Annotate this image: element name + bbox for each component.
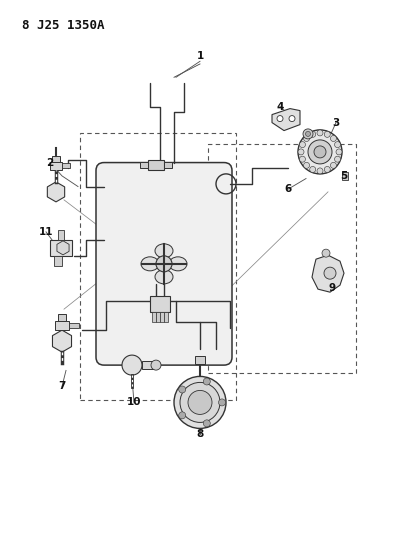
- Polygon shape: [272, 109, 300, 131]
- Circle shape: [317, 168, 323, 174]
- Circle shape: [334, 142, 340, 148]
- Text: 10: 10: [127, 398, 141, 407]
- FancyBboxPatch shape: [96, 163, 232, 365]
- Text: 6: 6: [284, 184, 292, 194]
- Circle shape: [300, 142, 306, 148]
- Bar: [52, 156, 60, 162]
- Circle shape: [203, 420, 210, 427]
- Circle shape: [289, 116, 295, 122]
- Circle shape: [298, 149, 304, 155]
- Circle shape: [188, 390, 212, 415]
- Circle shape: [330, 135, 336, 141]
- Circle shape: [277, 116, 283, 122]
- Text: 5: 5: [340, 171, 348, 181]
- Text: 7: 7: [58, 382, 66, 391]
- Bar: [62, 163, 70, 168]
- Circle shape: [334, 156, 340, 162]
- Circle shape: [179, 386, 186, 393]
- Bar: [69, 323, 79, 328]
- Bar: [58, 314, 66, 321]
- Bar: [208, 144, 356, 373]
- Ellipse shape: [155, 244, 173, 258]
- Text: 2: 2: [46, 158, 54, 167]
- Text: 8 J25 1350A: 8 J25 1350A: [22, 19, 104, 31]
- Circle shape: [330, 163, 336, 168]
- Circle shape: [306, 132, 310, 136]
- Circle shape: [304, 163, 310, 168]
- Circle shape: [324, 131, 330, 138]
- Bar: [160, 312, 164, 322]
- Bar: [152, 312, 156, 322]
- Circle shape: [174, 376, 226, 429]
- Text: 11: 11: [39, 227, 53, 237]
- Text: 4: 4: [276, 102, 284, 111]
- Text: 3: 3: [332, 118, 340, 127]
- Circle shape: [322, 249, 330, 257]
- Circle shape: [180, 382, 220, 423]
- Circle shape: [324, 267, 336, 279]
- Circle shape: [317, 130, 323, 136]
- Polygon shape: [312, 255, 344, 292]
- Bar: [50, 162, 62, 170]
- Circle shape: [310, 131, 316, 138]
- Circle shape: [304, 135, 310, 141]
- Circle shape: [156, 256, 172, 272]
- Bar: [142, 361, 156, 369]
- Circle shape: [336, 149, 342, 155]
- Bar: [58, 230, 64, 240]
- Text: 9: 9: [328, 283, 336, 293]
- Bar: [148, 160, 164, 170]
- Circle shape: [179, 412, 186, 419]
- Bar: [195, 357, 205, 365]
- Bar: [342, 172, 348, 180]
- Circle shape: [151, 360, 161, 370]
- Bar: [54, 256, 62, 266]
- Ellipse shape: [169, 257, 187, 271]
- Text: 8: 8: [196, 430, 204, 439]
- Ellipse shape: [155, 270, 173, 284]
- Bar: [80, 133, 236, 400]
- Text: 1: 1: [196, 51, 204, 61]
- Bar: [164, 312, 168, 322]
- Ellipse shape: [141, 257, 159, 271]
- Circle shape: [122, 355, 142, 375]
- Circle shape: [303, 129, 313, 139]
- Circle shape: [218, 399, 226, 406]
- Bar: [55, 321, 69, 330]
- Bar: [164, 162, 172, 168]
- Circle shape: [203, 378, 210, 385]
- Circle shape: [324, 166, 330, 173]
- Circle shape: [314, 146, 326, 158]
- Circle shape: [300, 156, 306, 162]
- Bar: [50, 240, 72, 256]
- Bar: [140, 162, 148, 168]
- Circle shape: [310, 166, 316, 173]
- Circle shape: [298, 130, 342, 174]
- Circle shape: [308, 140, 332, 164]
- Bar: [156, 312, 160, 322]
- Bar: [150, 296, 170, 312]
